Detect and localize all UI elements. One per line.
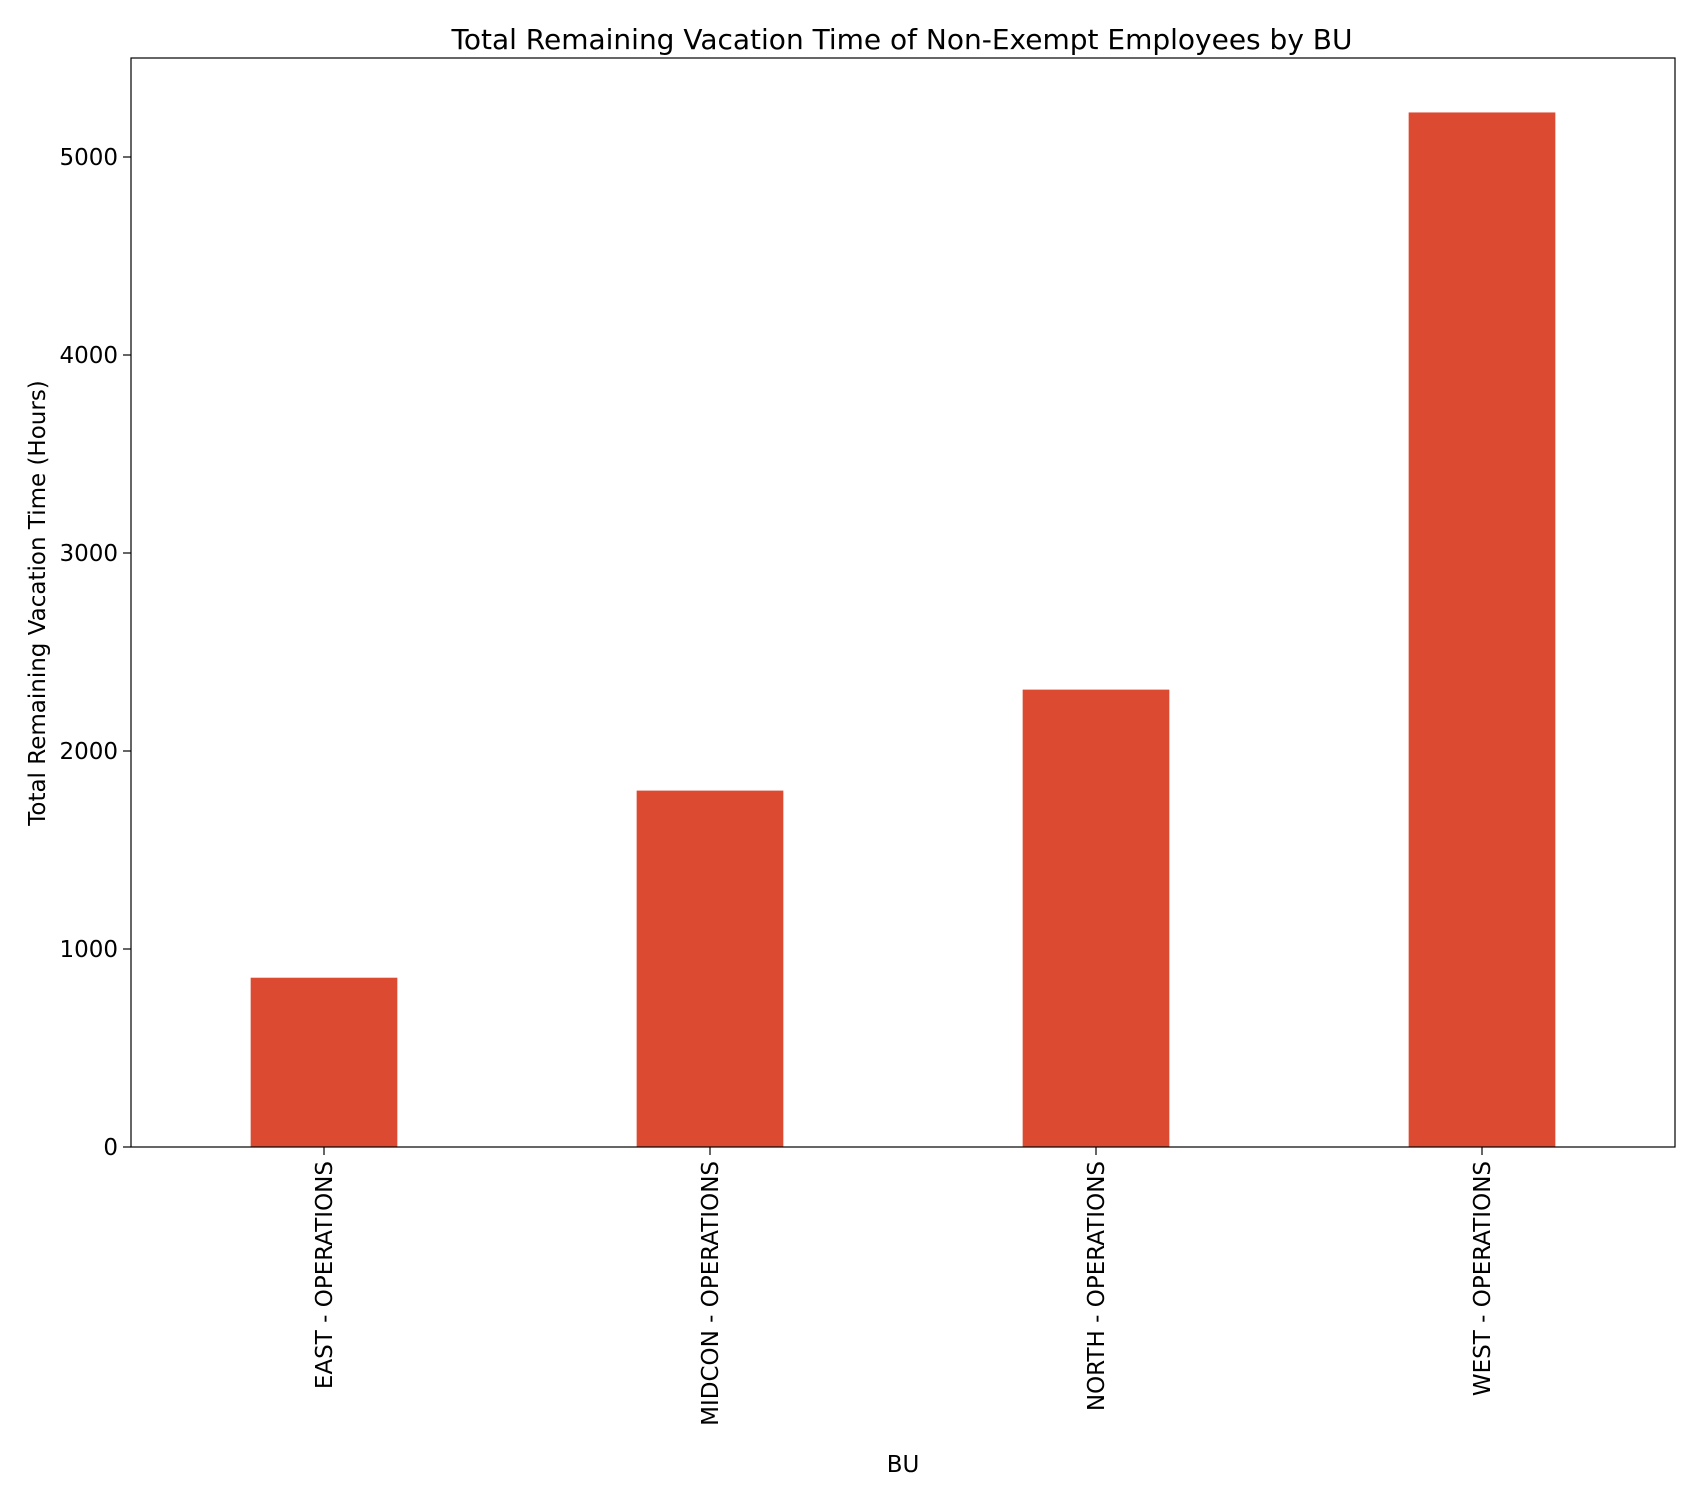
plot-frame: [130, 57, 1676, 1148]
x-tick-label-3: WEST - OPERATIONS: [1470, 1161, 1496, 1396]
bar-0: [250, 977, 398, 1147]
x-axis: EAST - OPERATIONS MIDCON - OPERATIONS NORT…: [312, 1147, 1496, 1426]
x-axis-label: BU: [887, 1452, 920, 1478]
y-tick-label-5: 5000: [59, 145, 118, 171]
x-tick-label-0: EAST - OPERATIONS: [312, 1161, 338, 1389]
bar-2: [1022, 689, 1170, 1147]
y-tick-label-3: 3000: [59, 541, 118, 567]
y-tick-label-4: 4000: [59, 343, 118, 369]
y-tick-label-0: 0: [103, 1135, 118, 1161]
y-tick-label-1: 1000: [59, 937, 118, 963]
y-axis-label: Total Remaining Vacation Time (Hours): [25, 380, 51, 827]
bar-3: [1408, 112, 1556, 1148]
x-tick-label-1: MIDCON - OPERATIONS: [698, 1161, 724, 1426]
bars-group: [250, 112, 1556, 1148]
y-axis: 0 1000 2000 3000 4000 5000: [59, 145, 131, 1161]
bar-1: [636, 790, 784, 1147]
y-tick-label-2: 2000: [59, 739, 118, 765]
x-tick-label-2: NORTH - OPERATIONS: [1084, 1161, 1110, 1411]
chart-title: Total Remaining Vacation Time of Non-Exe…: [450, 23, 1352, 56]
